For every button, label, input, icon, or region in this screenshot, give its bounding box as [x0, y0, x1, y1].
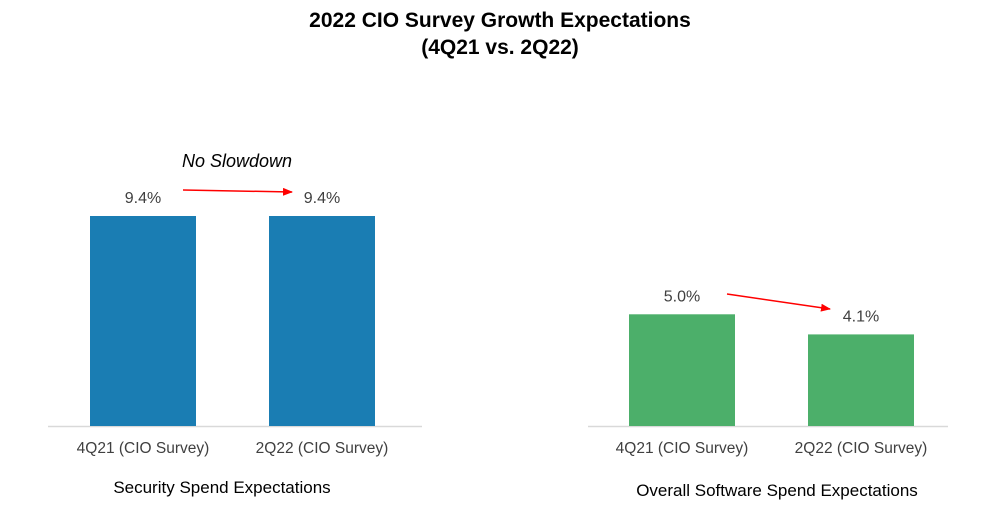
data-label: 4.1% — [843, 308, 879, 325]
bar — [90, 216, 196, 426]
annotation: No Slowdown — [182, 151, 292, 171]
bar — [808, 334, 914, 426]
chart-subtitle: (4Q21 vs. 2Q22) — [421, 36, 579, 59]
data-label: 9.4% — [304, 190, 340, 207]
x-tick-label: 4Q21 (CIO Survey) — [77, 440, 210, 457]
bar — [629, 314, 735, 426]
x-tick-label: 2Q22 (CIO Survey) — [795, 440, 928, 457]
x-tick-label: 4Q21 (CIO Survey) — [616, 440, 749, 457]
trend-arrow — [726, 293, 831, 312]
x-tick-label: 2Q22 (CIO Survey) — [256, 440, 389, 457]
plot-area: 9.4% 4Q21 (CIO Survey) 9.4% 2Q22 (CIO Surve… — [48, 151, 948, 500]
group-label: Overall Software Spend Expectations — [636, 481, 918, 500]
data-label: 5.0% — [664, 288, 700, 305]
trend-arrow — [182, 187, 293, 196]
bar — [269, 216, 375, 426]
data-label: 9.4% — [125, 190, 161, 207]
group-label: Security Spend Expectations — [113, 478, 330, 497]
chart-title: 2022 CIO Survey Growth Expectations — [309, 9, 691, 32]
